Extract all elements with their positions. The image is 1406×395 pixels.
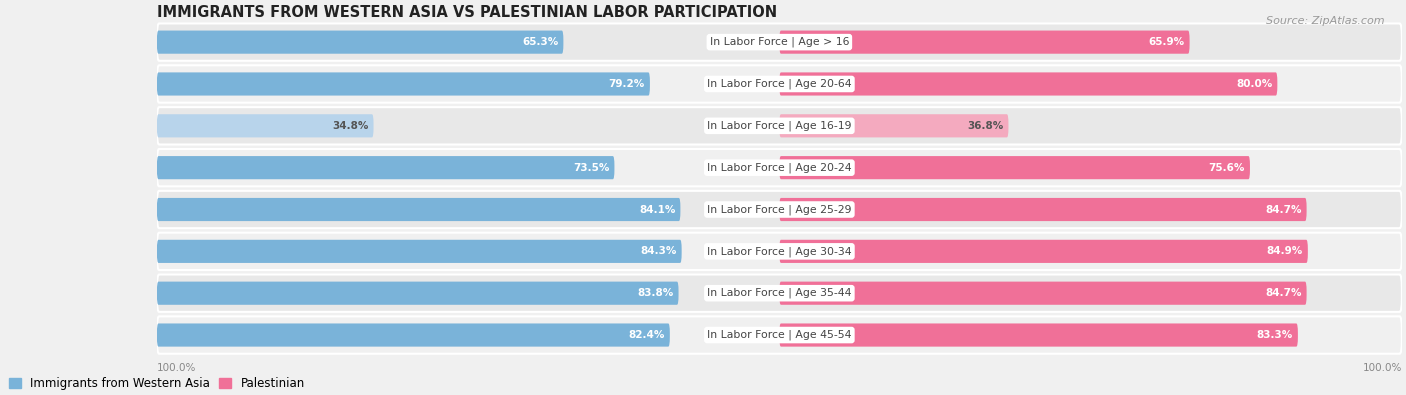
Legend: Immigrants from Western Asia, Palestinian: Immigrants from Western Asia, Palestinia… bbox=[4, 372, 309, 395]
FancyBboxPatch shape bbox=[157, 198, 681, 221]
FancyBboxPatch shape bbox=[157, 107, 1402, 145]
FancyBboxPatch shape bbox=[779, 72, 1277, 96]
Text: In Labor Force | Age 30-34: In Labor Force | Age 30-34 bbox=[707, 246, 852, 257]
Text: In Labor Force | Age 45-54: In Labor Force | Age 45-54 bbox=[707, 330, 852, 340]
Text: In Labor Force | Age 35-44: In Labor Force | Age 35-44 bbox=[707, 288, 852, 299]
FancyBboxPatch shape bbox=[157, 324, 669, 347]
FancyBboxPatch shape bbox=[779, 114, 1008, 137]
Text: 83.8%: 83.8% bbox=[637, 288, 673, 298]
Text: 79.2%: 79.2% bbox=[609, 79, 645, 89]
Text: In Labor Force | Age 20-64: In Labor Force | Age 20-64 bbox=[707, 79, 852, 89]
Text: 80.0%: 80.0% bbox=[1236, 79, 1272, 89]
FancyBboxPatch shape bbox=[157, 191, 1402, 228]
FancyBboxPatch shape bbox=[157, 316, 1402, 354]
Text: 84.7%: 84.7% bbox=[1265, 205, 1302, 214]
Text: 84.9%: 84.9% bbox=[1267, 246, 1303, 256]
Text: 100.0%: 100.0% bbox=[157, 363, 197, 373]
Text: In Labor Force | Age > 16: In Labor Force | Age > 16 bbox=[710, 37, 849, 47]
FancyBboxPatch shape bbox=[157, 282, 679, 305]
Text: 82.4%: 82.4% bbox=[628, 330, 665, 340]
Text: In Labor Force | Age 25-29: In Labor Force | Age 25-29 bbox=[707, 204, 852, 215]
Text: 65.9%: 65.9% bbox=[1149, 37, 1185, 47]
FancyBboxPatch shape bbox=[779, 282, 1306, 305]
Text: 75.6%: 75.6% bbox=[1209, 163, 1244, 173]
FancyBboxPatch shape bbox=[157, 114, 374, 137]
FancyBboxPatch shape bbox=[779, 240, 1308, 263]
Text: In Labor Force | Age 16-19: In Labor Force | Age 16-19 bbox=[707, 120, 852, 131]
FancyBboxPatch shape bbox=[157, 149, 1402, 186]
FancyBboxPatch shape bbox=[157, 65, 1402, 103]
FancyBboxPatch shape bbox=[157, 240, 682, 263]
Text: IMMIGRANTS FROM WESTERN ASIA VS PALESTINIAN LABOR PARTICIPATION: IMMIGRANTS FROM WESTERN ASIA VS PALESTIN… bbox=[157, 5, 778, 20]
Text: 83.3%: 83.3% bbox=[1257, 330, 1294, 340]
FancyBboxPatch shape bbox=[157, 30, 564, 54]
FancyBboxPatch shape bbox=[779, 198, 1306, 221]
FancyBboxPatch shape bbox=[157, 23, 1402, 61]
Text: Source: ZipAtlas.com: Source: ZipAtlas.com bbox=[1267, 16, 1385, 26]
Text: 84.3%: 84.3% bbox=[640, 246, 676, 256]
FancyBboxPatch shape bbox=[779, 30, 1189, 54]
FancyBboxPatch shape bbox=[157, 72, 650, 96]
FancyBboxPatch shape bbox=[157, 156, 614, 179]
FancyBboxPatch shape bbox=[157, 233, 1402, 270]
Text: 34.8%: 34.8% bbox=[332, 121, 368, 131]
Text: In Labor Force | Age 20-24: In Labor Force | Age 20-24 bbox=[707, 162, 852, 173]
Text: 84.1%: 84.1% bbox=[640, 205, 675, 214]
Text: 84.7%: 84.7% bbox=[1265, 288, 1302, 298]
FancyBboxPatch shape bbox=[779, 156, 1250, 179]
FancyBboxPatch shape bbox=[157, 275, 1402, 312]
Text: 36.8%: 36.8% bbox=[967, 121, 1004, 131]
Text: 100.0%: 100.0% bbox=[1362, 363, 1402, 373]
Text: 73.5%: 73.5% bbox=[574, 163, 609, 173]
Text: 65.3%: 65.3% bbox=[522, 37, 558, 47]
FancyBboxPatch shape bbox=[779, 324, 1298, 347]
